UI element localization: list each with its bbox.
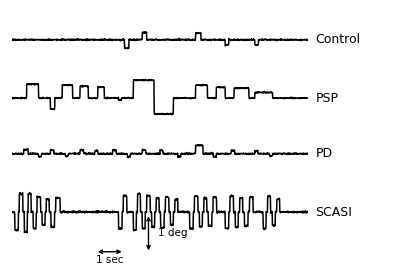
Text: PSP: PSP	[315, 91, 338, 105]
Text: 1 sec: 1 sec	[96, 255, 124, 265]
Text: 1 deg: 1 deg	[158, 228, 188, 238]
Text: SCASI: SCASI	[315, 205, 352, 219]
Text: PD: PD	[315, 147, 332, 160]
Text: Control: Control	[315, 33, 360, 46]
